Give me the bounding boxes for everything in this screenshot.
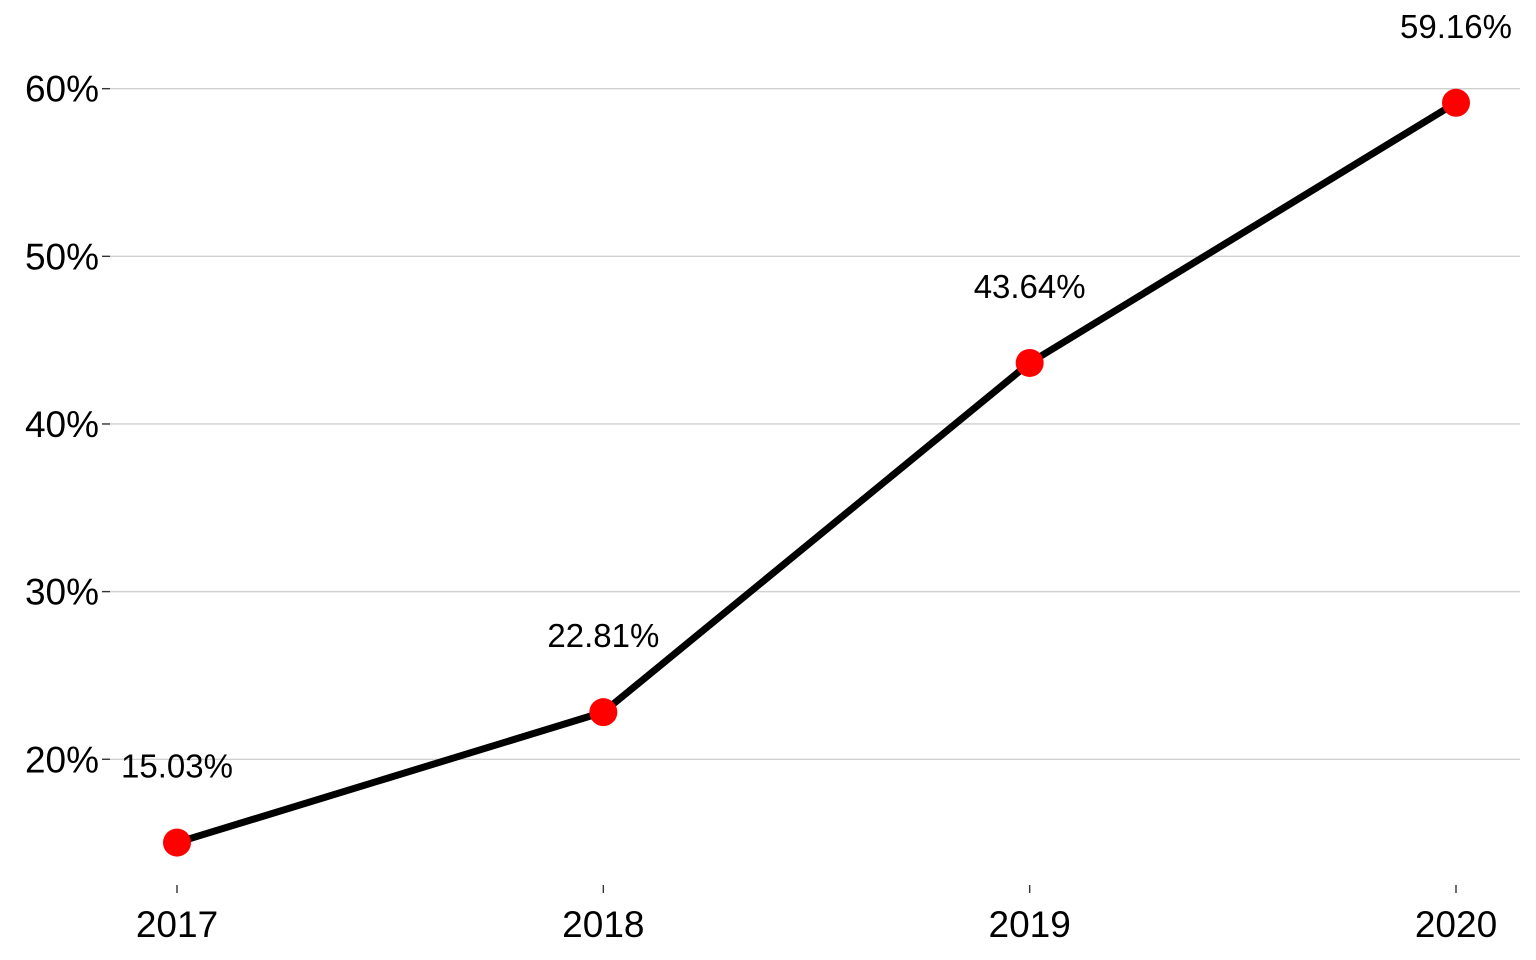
gridlines [110, 87, 1520, 760]
y-tick-label: 50% [25, 236, 99, 277]
y-tick-label: 20% [25, 739, 99, 780]
data-label: 15.03% [121, 748, 233, 785]
x-tick-label: 2019 [989, 904, 1071, 945]
x-tick-label: 2018 [562, 904, 644, 945]
y-tick-label: 60% [25, 69, 99, 110]
y-tick-label: 40% [25, 404, 99, 445]
data-point [589, 698, 618, 727]
data-point [1442, 88, 1470, 117]
data-label: 59.16% [1400, 8, 1512, 45]
series-line [173, 99, 1460, 847]
data-point [163, 828, 191, 857]
x-tick-label: 2020 [1415, 904, 1497, 945]
data-point [1015, 348, 1044, 377]
x-tick-label: 2017 [136, 904, 218, 945]
y-tick-label: 30% [25, 572, 99, 613]
axes: 20% 30% 40% 50% 60% 2017 2018 2019 2020 [25, 69, 1497, 945]
data-label: 43.64% [974, 268, 1086, 305]
series [163, 88, 1470, 857]
data-labels: 15.03% 22.81% 43.64% 59.16% [121, 8, 1512, 785]
data-label: 22.81% [547, 617, 659, 654]
